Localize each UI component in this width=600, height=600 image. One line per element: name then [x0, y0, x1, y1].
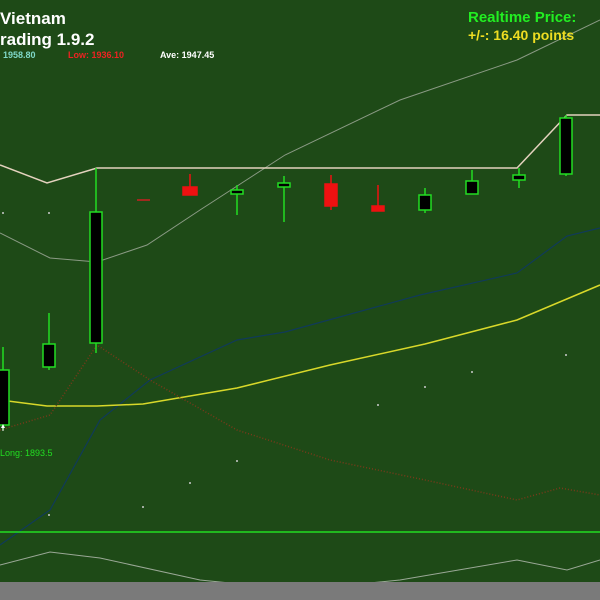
upper-band	[0, 19, 600, 263]
realtime-label: Realtime Price:	[468, 9, 576, 26]
title-line: Vietnam	[0, 9, 66, 28]
arrow	[1, 424, 5, 431]
realtime-change: +/-: 16.40 points	[468, 27, 574, 43]
yellow-line	[0, 284, 600, 407]
low-price: Low: 1936.10	[68, 50, 124, 60]
bottom-bar	[0, 582, 600, 600]
blue-line	[0, 227, 600, 546]
dots	[2, 212, 567, 516]
high-price: 1958.80	[3, 50, 36, 60]
beige-line	[0, 114, 600, 184]
average-price: Ave: 1947.45	[160, 50, 214, 60]
title-line: rading 1.9.2	[0, 30, 94, 49]
annotation: Long: 1893.5	[0, 448, 53, 458]
